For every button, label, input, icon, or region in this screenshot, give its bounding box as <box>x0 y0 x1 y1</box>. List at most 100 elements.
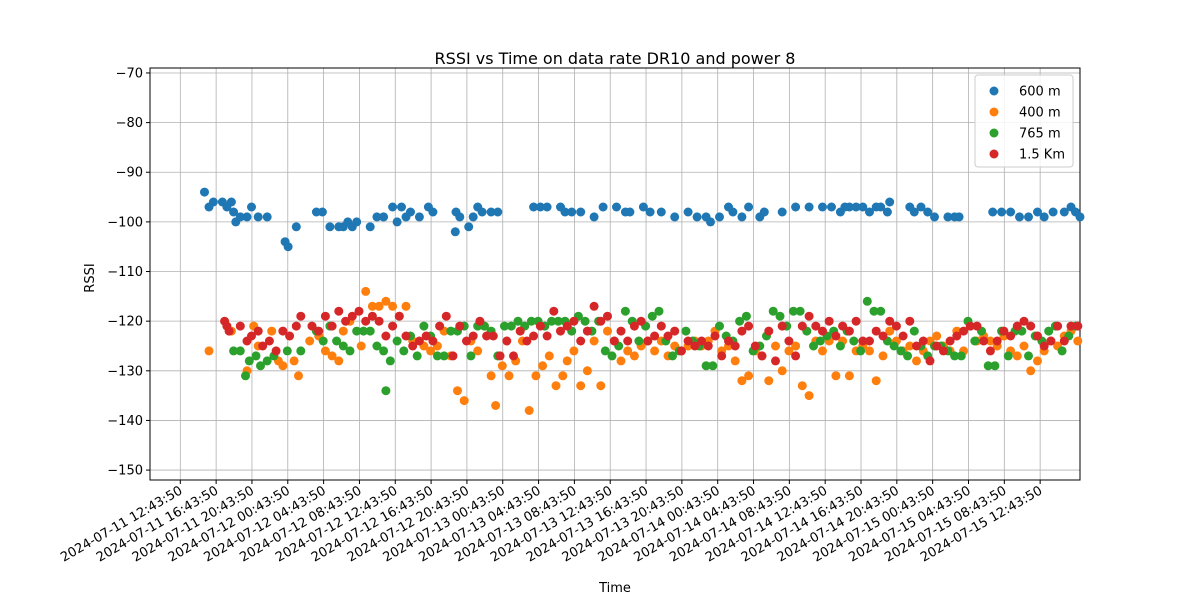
data-point <box>708 361 718 371</box>
data-point <box>1073 321 1083 331</box>
legend-marker <box>989 128 999 138</box>
data-point <box>777 321 787 331</box>
data-point <box>379 346 389 356</box>
data-point <box>381 331 391 341</box>
data-point <box>889 341 899 351</box>
data-point <box>804 311 814 321</box>
data-point <box>394 311 404 321</box>
data-point <box>750 341 760 351</box>
data-point <box>296 311 306 321</box>
data-point <box>650 331 660 341</box>
data-point <box>629 351 639 361</box>
data-point <box>285 331 295 341</box>
data-point <box>668 351 677 361</box>
data-point <box>338 341 348 351</box>
data-point <box>862 296 872 306</box>
data-point <box>656 321 666 331</box>
data-point <box>419 321 429 331</box>
data-point <box>1006 331 1016 341</box>
data-point <box>327 351 337 361</box>
data-point <box>744 202 754 212</box>
data-point <box>979 336 989 346</box>
y-tick-label: −110 <box>107 265 143 280</box>
data-points <box>200 187 1085 415</box>
data-point <box>513 316 523 326</box>
data-point <box>282 346 292 356</box>
data-point <box>985 336 995 346</box>
data-point <box>701 361 711 371</box>
data-point <box>235 321 245 331</box>
data-point <box>930 212 939 222</box>
data-point <box>244 356 254 366</box>
legend-marker <box>989 107 999 117</box>
data-point <box>956 351 966 361</box>
data-point <box>529 202 539 212</box>
data-point <box>858 202 868 212</box>
data-point <box>397 202 406 212</box>
data-point <box>226 197 236 207</box>
data-point <box>538 361 548 371</box>
data-point <box>943 212 953 222</box>
data-point <box>1066 321 1076 331</box>
data-point <box>596 316 606 326</box>
data-point <box>542 202 552 212</box>
data-point <box>878 351 888 361</box>
data-point <box>804 202 814 212</box>
data-point <box>421 331 431 341</box>
data-point <box>200 187 209 197</box>
data-point <box>909 207 919 217</box>
data-point <box>569 316 579 326</box>
data-point <box>307 321 317 331</box>
data-point <box>576 336 586 346</box>
data-point <box>804 391 814 401</box>
data-point <box>950 351 960 361</box>
data-point <box>972 321 982 331</box>
data-point <box>486 207 496 217</box>
data-point <box>1015 212 1024 222</box>
data-point <box>999 326 1009 336</box>
data-point <box>683 336 693 346</box>
data-point <box>717 351 727 361</box>
data-point <box>374 316 384 326</box>
data-point <box>253 326 263 336</box>
data-point <box>638 202 648 212</box>
data-point <box>1053 321 1063 331</box>
data-point <box>909 326 919 336</box>
data-point <box>903 351 913 361</box>
legend-label: 600 m <box>1019 85 1061 100</box>
data-point <box>898 331 908 341</box>
data-point <box>918 336 928 346</box>
data-point <box>235 346 245 356</box>
data-point <box>580 316 590 326</box>
data-point <box>486 371 496 381</box>
data-point <box>876 306 886 316</box>
plot-frame <box>149 67 1081 481</box>
data-point <box>1024 351 1033 361</box>
data-point <box>567 207 577 217</box>
data-point <box>697 336 707 346</box>
data-point <box>314 326 324 336</box>
data-point <box>291 321 301 331</box>
data-point <box>865 207 874 217</box>
data-point <box>905 316 915 326</box>
data-point <box>797 321 807 331</box>
data-point <box>645 207 655 217</box>
data-point <box>493 207 503 217</box>
data-point <box>204 346 214 356</box>
data-point <box>795 306 805 316</box>
legend: 600 m 400 m 765 m 1.5 Km <box>974 74 1074 168</box>
data-point <box>791 351 801 361</box>
x-axis-label: Time <box>598 581 631 596</box>
data-point <box>757 351 767 361</box>
data-point <box>562 356 572 366</box>
data-point <box>838 321 848 331</box>
data-point <box>706 217 715 227</box>
data-point <box>544 351 554 361</box>
data-point <box>271 346 281 356</box>
data-point <box>844 326 854 336</box>
data-point <box>650 346 660 356</box>
legend-label: 765 m <box>1019 127 1061 142</box>
data-point <box>715 321 724 331</box>
data-point <box>468 331 478 341</box>
data-point <box>278 326 288 336</box>
